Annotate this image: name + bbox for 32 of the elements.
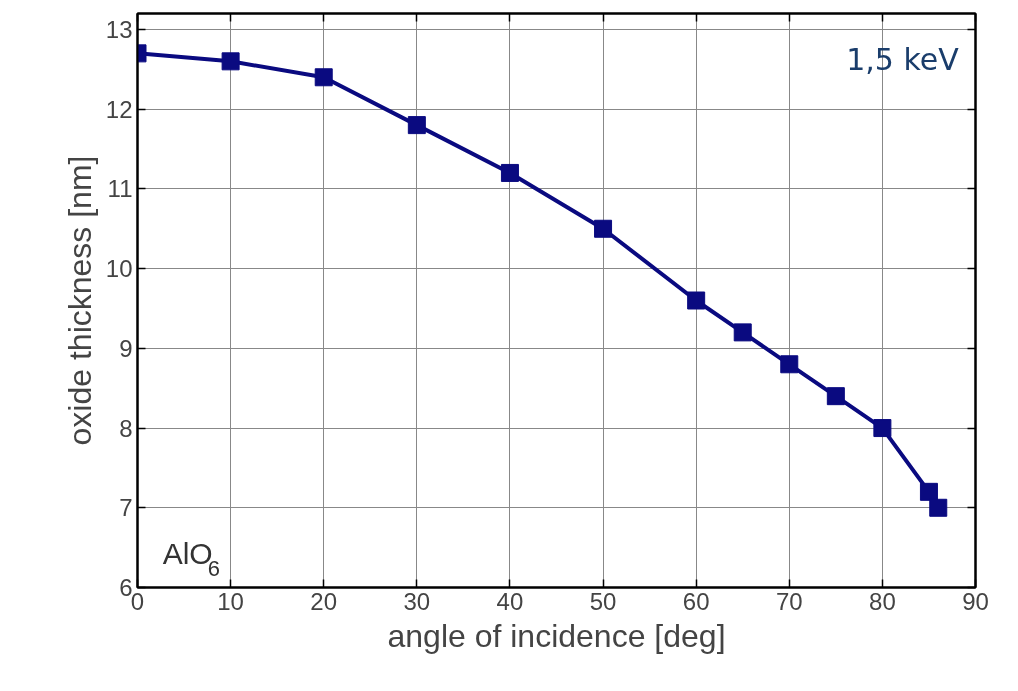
point bbox=[873, 419, 892, 438]
x-tick-label: 70 bbox=[775, 587, 803, 615]
x-tick-label: 80 bbox=[869, 587, 896, 615]
x-tick-label: 10 bbox=[217, 587, 244, 615]
x-tick-label: 20 bbox=[310, 587, 338, 615]
y-tick-label: 6 bbox=[119, 574, 133, 601]
point bbox=[314, 68, 333, 87]
x-axis-title: angle of incidence [deg] bbox=[387, 617, 726, 654]
point bbox=[687, 291, 706, 310]
y-tick-label: 13 bbox=[105, 15, 133, 43]
x-tick-label: 30 bbox=[403, 587, 431, 615]
y-tick-label: 12 bbox=[105, 95, 133, 123]
point bbox=[929, 498, 948, 517]
x-tick-label: 50 bbox=[589, 587, 617, 615]
y-tick-label: 11 bbox=[107, 175, 133, 203]
point bbox=[733, 323, 752, 342]
y-tick-label: 8 bbox=[119, 414, 133, 442]
point bbox=[221, 52, 240, 71]
point bbox=[407, 116, 426, 135]
annotation: 1,5 keV bbox=[846, 42, 960, 78]
point bbox=[826, 387, 845, 406]
point bbox=[500, 163, 519, 182]
x-tick-label: 60 bbox=[682, 587, 710, 615]
point bbox=[594, 219, 613, 238]
y-tick-label: 7 bbox=[119, 494, 133, 522]
x-tick-label: 40 bbox=[496, 587, 524, 615]
point bbox=[780, 355, 799, 374]
y-tick-label: 9 bbox=[119, 334, 133, 362]
y-axis-title: oxide thickness [nm] bbox=[61, 155, 98, 446]
point bbox=[919, 482, 938, 501]
y-tick-label: 10 bbox=[105, 255, 133, 283]
x-tick-label: 90 bbox=[962, 587, 989, 615]
